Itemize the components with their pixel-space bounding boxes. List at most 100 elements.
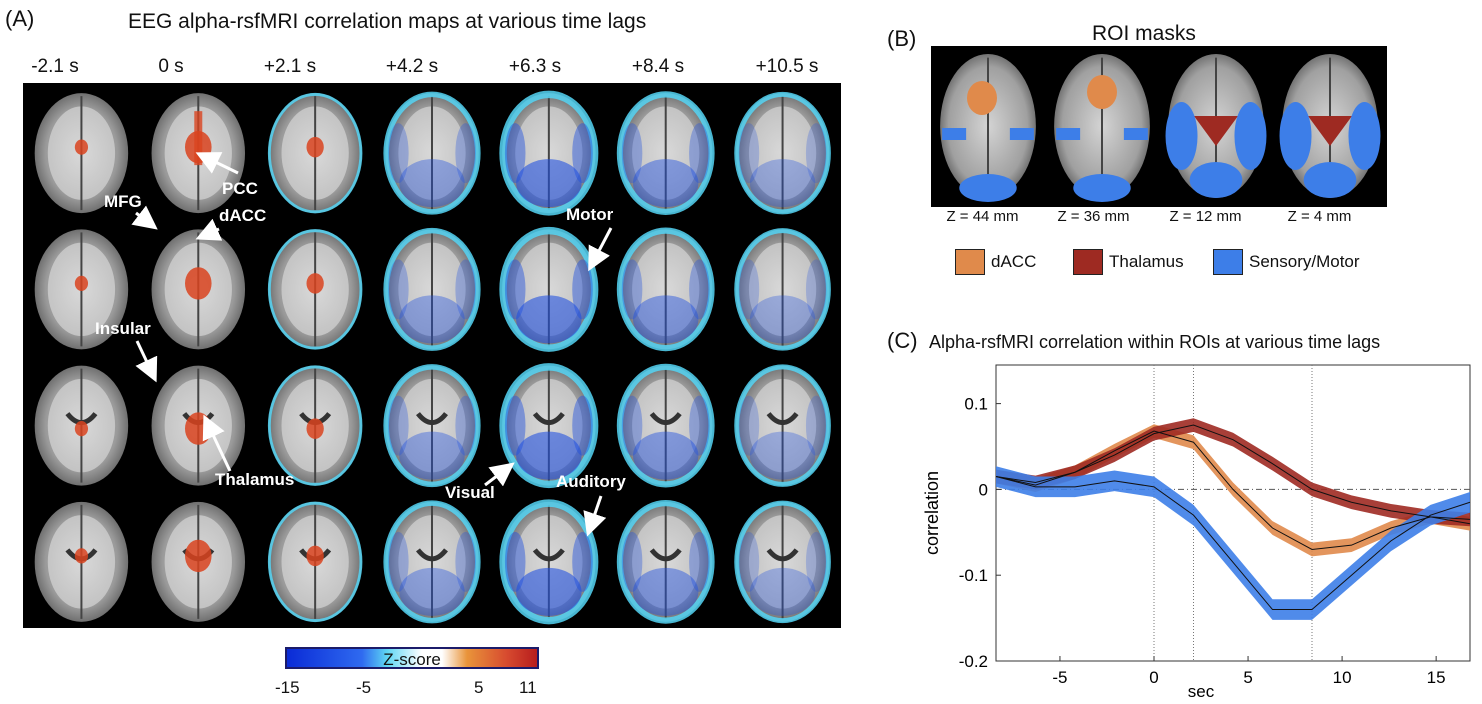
annotation-motor: Motor	[566, 205, 614, 224]
ventricle	[649, 548, 682, 562]
brain-slice	[734, 228, 831, 351]
negative-map-posterior	[749, 431, 816, 480]
brain-slice	[616, 363, 715, 488]
negative-map-rim	[616, 91, 715, 215]
negative-map-rim	[616, 363, 715, 488]
negative-map-left	[504, 123, 526, 184]
negative-map-posterior	[632, 567, 699, 616]
negative-map-left	[621, 395, 643, 456]
negative-map-left	[621, 123, 643, 184]
arrow-pcc	[195, 152, 239, 175]
roi-sensory-left	[1279, 102, 1312, 170]
brain-slice	[151, 229, 246, 350]
positive-map-cluster	[185, 539, 212, 573]
negative-map-left	[621, 531, 643, 592]
negative-map-rim	[616, 500, 715, 624]
arrow-insular	[135, 340, 158, 383]
negative-map-rim	[499, 90, 599, 216]
negative-map-rim	[267, 229, 363, 350]
positive-map-cluster	[306, 545, 324, 567]
positive-map-pcc	[194, 111, 203, 166]
negative-map-left	[738, 259, 760, 320]
negative-map-left	[388, 259, 409, 320]
positive-map-cluster	[306, 136, 324, 158]
negative-map-right	[805, 123, 827, 184]
arrow-auditory	[583, 495, 607, 537]
negative-map-rim	[734, 500, 831, 624]
negative-map-posterior	[399, 295, 465, 344]
ventricle	[532, 548, 565, 562]
positive-map-cluster	[185, 267, 212, 300]
brain-slice	[383, 500, 481, 624]
roi-dacc	[1087, 75, 1117, 109]
panel-a-title: EEG alpha-rsfMRI correlation maps at var…	[128, 10, 647, 33]
negative-map-right	[455, 395, 476, 456]
roi-sensory-posterior	[959, 174, 1017, 202]
negative-map-rim	[383, 227, 481, 351]
negative-map-right	[689, 259, 710, 320]
negative-map-posterior	[516, 159, 582, 208]
negative-map-rim	[267, 92, 363, 214]
brain-slice	[34, 501, 129, 622]
negative-map-left	[388, 395, 409, 456]
brain-slice	[34, 93, 129, 214]
roi-dacc	[967, 81, 997, 115]
positive-map-cluster	[306, 418, 324, 439]
negative-map-posterior	[516, 295, 582, 344]
annotation-pcc: PCC	[222, 179, 258, 198]
y-tick-label: 0.1	[964, 395, 988, 414]
annotation-dacc: dACC	[219, 206, 267, 225]
series-line-sensory-motor	[995, 476, 1471, 611]
roi-slice	[1279, 54, 1381, 198]
colorbar-tick: -5	[356, 678, 372, 697]
legend-dacc: dACC	[955, 249, 1036, 275]
negative-map-rim	[734, 364, 831, 487]
negative-map-left	[504, 395, 526, 456]
brain-slice	[734, 500, 831, 624]
negative-map-rim	[734, 91, 831, 215]
slice-label: Z = 12 mm	[1169, 208, 1242, 225]
brain-slice-grid	[34, 90, 831, 625]
brain-slice	[34, 229, 129, 350]
panel-b-letter: (B)	[887, 26, 917, 51]
brain-slice	[34, 365, 129, 486]
brain-slice	[616, 500, 715, 624]
roi-sensory-left	[1056, 128, 1081, 140]
arrow-thalamus	[202, 414, 232, 472]
negative-map-posterior	[632, 431, 699, 480]
positive-map-cluster	[74, 548, 89, 564]
panel-c-title: Alpha-rsfMRI correlation within ROIs at …	[929, 332, 1381, 352]
negative-map-posterior	[399, 567, 465, 616]
legend-swatch-sensory	[1213, 249, 1243, 275]
brain-slice	[383, 91, 481, 215]
negative-map-left	[738, 531, 760, 592]
brain-slice	[267, 501, 363, 623]
series-band-thalamus	[996, 418, 1470, 527]
negative-map-rim	[383, 500, 481, 624]
brain-slice	[734, 91, 831, 215]
negative-map-right	[455, 259, 476, 320]
negative-map-posterior	[749, 295, 816, 344]
slice-label: Z = 44 mm	[946, 208, 1019, 225]
brain-slice	[499, 226, 599, 352]
ventricle	[649, 412, 682, 426]
brain-slice	[499, 90, 599, 216]
legend-sensory-motor: Sensory/Motor	[1213, 249, 1360, 275]
roi-sensory-right	[1009, 128, 1034, 140]
lag-label: 0 s	[158, 56, 184, 77]
lag-label: +6.3 s	[508, 56, 562, 77]
positive-map-cluster	[74, 421, 89, 437]
legend-swatch-thalamus	[1073, 249, 1103, 275]
x-tick-label: 15	[1427, 668, 1446, 687]
annotation-arrows	[131, 152, 613, 537]
roi-slice	[940, 54, 1036, 202]
zscore-colorbar: Z-score	[285, 647, 539, 669]
brain-slice	[734, 364, 831, 487]
negative-map-posterior	[516, 567, 582, 616]
negative-map-right	[689, 123, 710, 184]
negative-map-rim	[499, 226, 599, 352]
negative-map-left	[738, 123, 760, 184]
negative-map-right	[572, 531, 593, 592]
colorbar-tick: -15	[275, 678, 300, 697]
brain-slice	[267, 92, 363, 214]
